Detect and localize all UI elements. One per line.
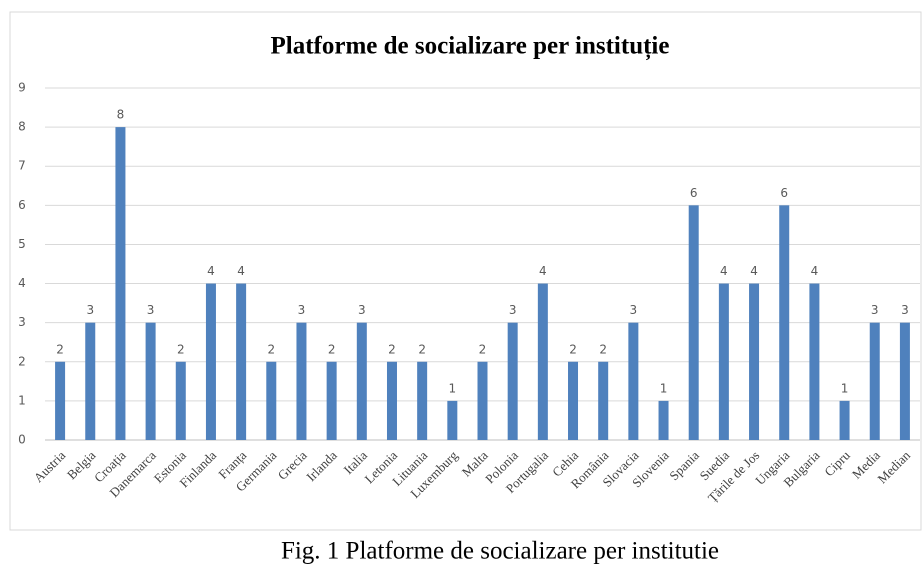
bar [386,361,397,440]
bar [869,322,880,440]
y-tick-label: 5 [18,237,26,251]
data-label: 2 [479,342,487,356]
bar [899,322,910,440]
data-label: 4 [750,264,758,278]
bar [296,322,307,440]
y-tick-label: 6 [18,198,26,212]
y-tick-label: 9 [18,81,26,95]
bar [507,322,518,440]
bar [326,361,337,440]
data-label: 2 [328,342,336,356]
data-label: 3 [298,303,306,317]
data-label: 1 [660,381,668,395]
bar [749,283,760,440]
bar [417,361,428,440]
bar [688,205,699,440]
bar [145,322,156,440]
data-label: 3 [509,303,517,317]
data-label: 2 [569,342,577,356]
bar [598,361,609,440]
y-tick-label: 0 [18,433,26,447]
chart-frame [9,11,922,531]
bar [175,361,186,440]
data-label: 2 [418,342,426,356]
data-label: 4 [811,264,819,278]
data-label: 3 [86,303,94,317]
bar [628,322,639,440]
data-label: 4 [539,264,547,278]
bar [115,127,126,440]
bar [205,283,216,440]
bar [809,283,820,440]
bar [537,283,548,440]
data-label: 2 [177,342,185,356]
data-label: 4 [237,264,245,278]
data-label: 3 [901,303,909,317]
data-label: 1 [841,381,849,395]
data-label: 3 [630,303,638,317]
bar [658,400,669,440]
bar [356,322,367,440]
data-label: 2 [267,342,275,356]
data-label: 6 [690,186,698,200]
bar [85,322,96,440]
bar [779,205,790,440]
y-tick-label: 4 [18,276,26,290]
bar [55,361,66,440]
bar [839,400,850,440]
data-label: 6 [780,186,788,200]
data-label: 3 [871,303,879,317]
data-label: 3 [147,303,155,317]
data-label: 4 [207,264,215,278]
y-tick-label: 8 [18,120,26,134]
bar [236,283,247,440]
data-label: 4 [720,264,728,278]
bar [447,400,458,440]
y-tick-label: 1 [18,393,26,407]
data-label: 2 [388,342,396,356]
data-label: 2 [599,342,607,356]
bar [568,361,579,440]
figure-caption: Fig. 1 Platforme de socializare per inst… [281,538,719,565]
data-label: 3 [358,303,366,317]
y-tick-label: 2 [18,354,26,368]
chart-title: Platforme de socializare per instituție [271,33,670,61]
data-label: 8 [117,108,125,122]
data-label: 2 [56,342,64,356]
bar [477,361,488,440]
bar [718,283,729,440]
y-tick-label: 3 [18,315,26,329]
y-tick-label: 7 [18,159,26,173]
data-label: 1 [449,381,457,395]
bar [266,361,277,440]
